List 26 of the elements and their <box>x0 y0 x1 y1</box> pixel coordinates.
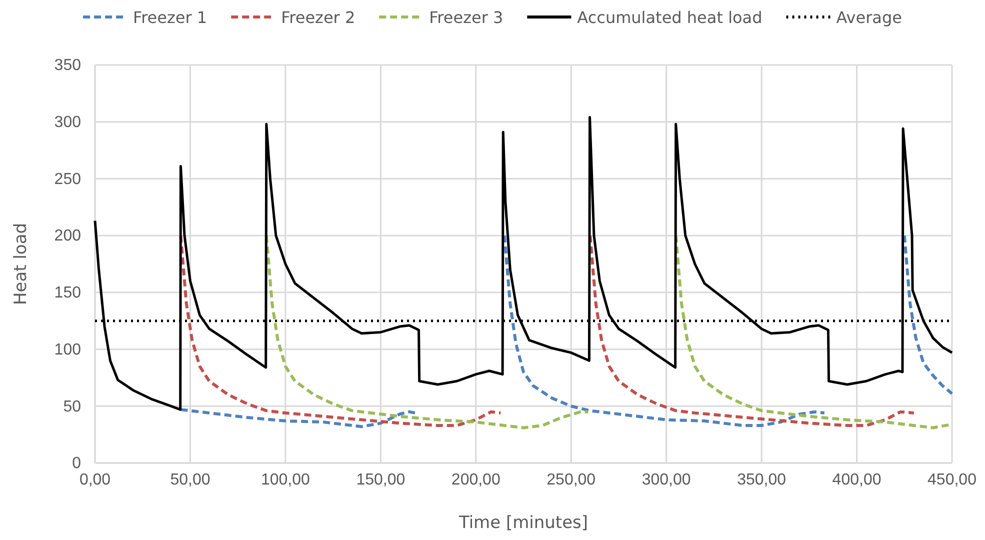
x-tick-label: 250,00 <box>546 471 596 488</box>
x-tick-label: 300,00 <box>642 471 691 488</box>
x-tick-label: 200,00 <box>451 471 500 488</box>
x-axis-title: Time [minutes] <box>458 513 588 533</box>
legend-label: Average <box>836 8 902 27</box>
x-tick-label: 150,00 <box>356 471 406 488</box>
y-tick-label: 300 <box>54 114 82 131</box>
y-tick-label: 200 <box>54 228 82 245</box>
x-tick-label: 350,00 <box>737 471 786 488</box>
y-tick-label: 50 <box>63 398 82 416</box>
x-tick-label: 50,00 <box>170 471 210 488</box>
legend-label: Accumulated heat load <box>577 8 762 27</box>
y-tick-label: 350 <box>54 57 82 74</box>
x-tick-label: 100,00 <box>260 471 310 488</box>
line-series <box>94 116 954 411</box>
y-tick-label: 0 <box>72 455 82 472</box>
y-axis-title: Heat load <box>11 222 31 306</box>
y-tick-label: 150 <box>54 284 82 302</box>
y-tick-label: 100 <box>54 341 82 358</box>
x-tick-label: 400,00 <box>832 471 882 488</box>
y-tick-label: 250 <box>54 170 82 188</box>
x-tick-label: 0,00 <box>79 471 111 488</box>
legend-label: Freezer 3 <box>429 8 504 27</box>
legend-label: Freezer 2 <box>281 8 356 27</box>
x-tick-label: 450,00 <box>928 471 977 488</box>
legend-label: Freezer 1 <box>133 8 208 27</box>
